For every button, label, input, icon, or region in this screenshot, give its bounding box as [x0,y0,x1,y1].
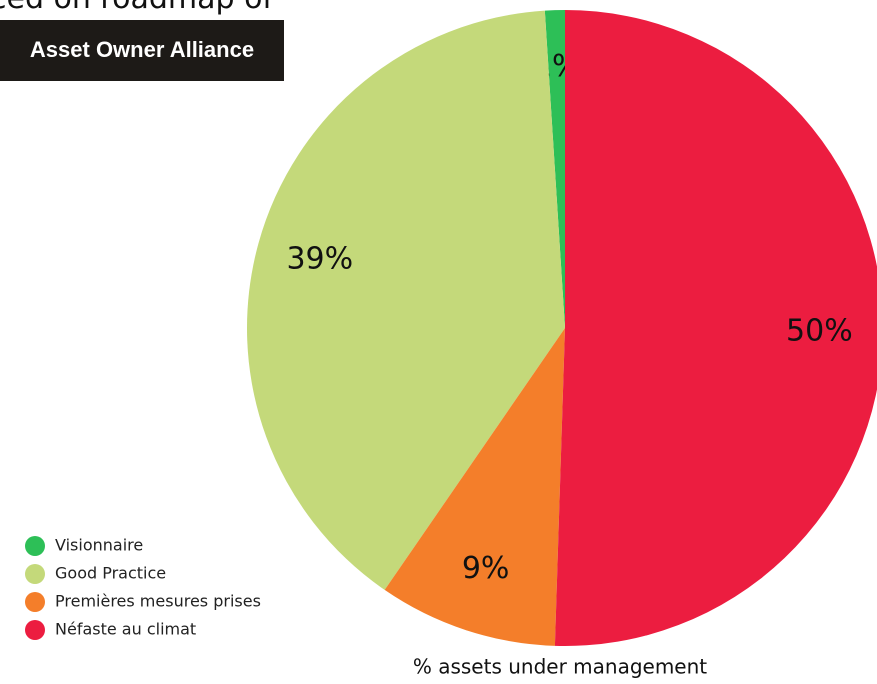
chart-title: ced on roadmap of [0,0,274,16]
legend-swatch [25,592,45,612]
page: {"chart_data": {"type": "pie", "title": … [0,0,877,684]
legend-label: Néfaste au climat [55,620,196,639]
slice-label: 50% [786,314,853,349]
axis-label: % assets under management [413,655,707,679]
legend-swatch [25,564,45,584]
legend-swatch [25,536,45,556]
chart: ced on roadmap of Asset Owner Alliance %… [0,0,877,684]
legend-label: Premières mesures prises [55,592,261,611]
legend-swatch [25,620,45,640]
banner-text: Asset Owner Alliance [30,37,254,62]
legend-label: Good Practice [55,564,166,583]
slice-label: 39% [286,242,353,277]
slice-label: 9% [462,551,510,586]
legend-label: Visionnaire [55,536,143,555]
